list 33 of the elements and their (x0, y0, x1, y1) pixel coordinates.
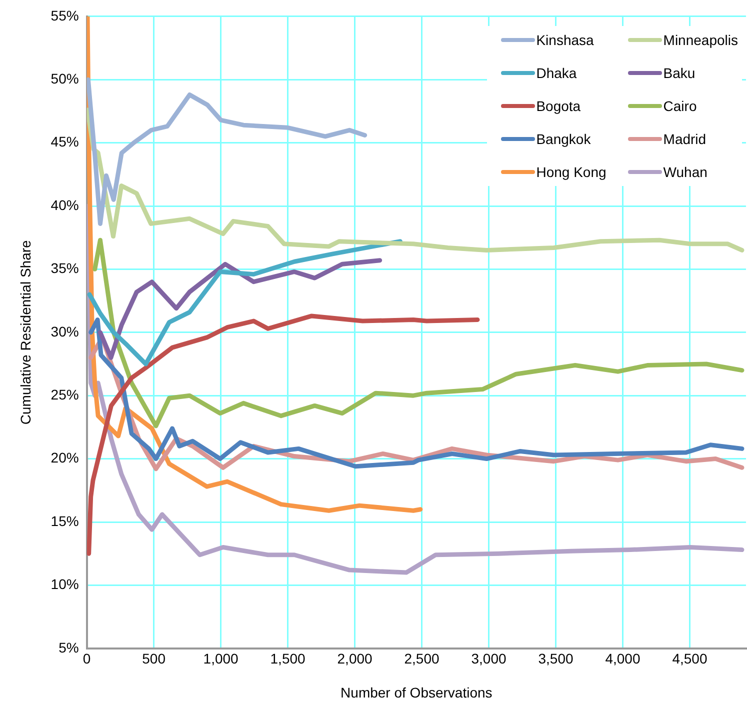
y-tick-label: 35% (50, 260, 79, 276)
x-tick-label: 1,500 (270, 650, 306, 667)
legend-label: Hong Kong (536, 164, 606, 180)
x-tick-label: 4,000 (605, 650, 640, 667)
legend-label: Dhaka (536, 65, 577, 82)
x-tick-label: 2,500 (404, 650, 440, 667)
legend-label: Wuhan (663, 164, 708, 180)
y-tick-label: 15% (50, 512, 79, 529)
y-tick-label: 55% (50, 7, 79, 24)
legend-label: Bangkok (536, 131, 591, 148)
legend-label: Minneapolis (663, 32, 738, 48)
legend-label: Madrid (663, 131, 706, 148)
y-tick-label: 40% (50, 196, 79, 213)
legend-label: Kinshasa (536, 32, 594, 48)
y-tick-label: 30% (50, 323, 79, 340)
legend-label: Baku (663, 65, 696, 82)
y-tick-label: 45% (50, 134, 79, 150)
x-tick-label: 3,000 (471, 650, 506, 667)
y-tick-label: 20% (50, 450, 79, 466)
y-tick-label: 50% (50, 70, 79, 86)
y-axis-title: Cumulative Residential Share (17, 240, 34, 425)
x-tick-label: 500 (142, 650, 166, 667)
x-tick-label: 3,500 (538, 650, 574, 667)
y-tick-label: 25% (50, 386, 79, 402)
legend-label: Bogota (536, 98, 581, 114)
x-tick-label: 1,000 (203, 650, 239, 667)
y-tick-label: 10% (50, 576, 79, 592)
x-tick-label: 0 (82, 650, 91, 667)
x-tick-label: 2,000 (337, 650, 373, 667)
y-tick-label: 5% (58, 639, 79, 656)
legend-label: Cairo (663, 98, 697, 114)
x-tick-label: 4,500 (672, 650, 708, 667)
x-axis-title: Number of Observations (340, 684, 492, 700)
